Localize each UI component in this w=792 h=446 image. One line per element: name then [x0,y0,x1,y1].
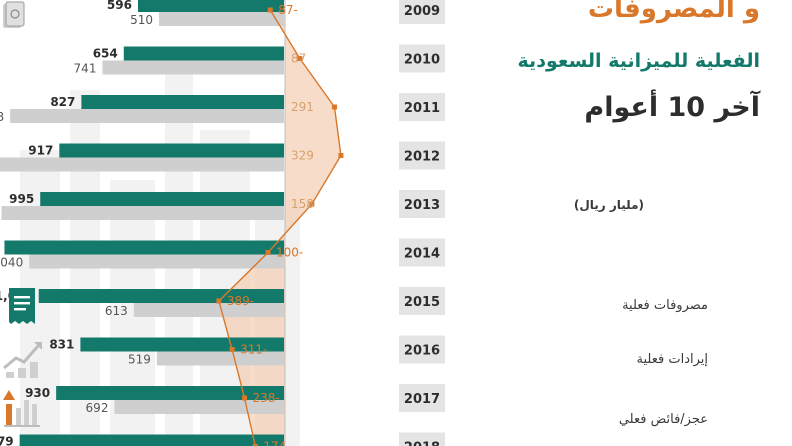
expenses-bar [123,46,285,61]
expenses-bar [56,386,285,400]
year-box [399,432,445,446]
year-label: 2015 [404,295,440,310]
expenses-bar [81,95,284,109]
expenses-bar [40,192,284,206]
balance-value-label: 174- [263,440,290,446]
revenues-value-label: 741 [74,62,97,76]
balance-point [229,347,235,352]
year-label: 2014 [404,247,440,262]
balance-point [309,201,315,207]
title-line-2: الفعلية للميزانية السعودية [517,50,760,72]
balance-point [267,7,273,13]
revenues-value-label: 1,118 [0,110,4,124]
rising-coins-icon [3,342,42,378]
balance-point [331,104,337,110]
revenues-bar [159,12,284,26]
revenues-value-label: 1,040 [0,256,23,270]
year-box [399,335,445,364]
year-box [399,238,445,267]
bar-growth-icon [3,390,40,427]
revenues-value-label: 510 [130,13,153,27]
balance-value-label: 329 [291,149,314,163]
expenses-bar [137,0,284,12]
year-label: 2016 [404,344,440,359]
expenses-value-label: 827 [50,95,75,109]
year-label: 2011 [404,101,440,116]
year-box [399,93,445,121]
balance-value-label: 87- [278,3,298,17]
year-label: 2012 [404,150,440,165]
balance-point [297,56,303,61]
balance-point [216,298,222,304]
expenses-bar [19,434,285,446]
legend-revenues-label: إيرادات فعلية [636,352,708,367]
revenues-bar [156,351,284,366]
year-box [399,384,445,412]
expenses-value-label: 654 [93,47,118,61]
balance-point [242,395,248,401]
legend-balance-label: عجز/فائض فعلي [618,412,708,427]
year-label: 2018 [404,441,440,446]
balance-point [265,250,271,255]
banknotes-icon [3,1,25,28]
revenues-bar [114,400,285,414]
balance-value-label: 238- [253,391,280,405]
revenues-bar [102,60,284,75]
expenses-value-label: 1,079 [0,435,14,446]
expenses-value-label: 995 [9,192,34,206]
expenses-bar [38,289,284,303]
revenues-bar [1,206,284,220]
balance-area [218,10,341,446]
balance-point [338,153,344,158]
revenues-value-label: 692 [86,401,109,415]
expenses-bar [4,240,285,255]
title-line-1: و المصروفات [587,0,760,24]
year-box [399,0,445,24]
balance-line [218,9,342,446]
year-box [399,287,445,315]
balance-point [252,444,258,446]
legend-expenses-label: مصروفات فعلية [622,298,708,313]
balance-value-label: 291 [291,100,314,114]
balance-value-label: 87 [291,52,306,66]
balance-value-label: 100- [276,246,303,260]
expenses-value-label: 917 [28,144,53,158]
receipt-icon [9,288,35,324]
balance-value-label: 158 [291,197,314,211]
revenues-bar [10,109,285,123]
expenses-bar [59,143,285,158]
revenues-bar [29,254,285,269]
title-line-3: آخر 10 أعوام [584,92,760,123]
revenues-bar [0,157,285,172]
year-label: 2009 [404,4,440,19]
balance-value-label: 311- [240,343,267,357]
expenses-value-label: 596 [107,0,132,12]
year-label: 2010 [404,53,440,68]
year-label: 2013 [404,198,440,213]
revenues-value-label: 613 [105,304,128,318]
year-box [399,190,445,218]
year-label: 2017 [404,392,440,407]
revenues-bar [133,303,284,317]
year-box [399,44,445,73]
year-box [399,141,445,170]
expenses-value-label: 831 [49,338,74,352]
expenses-value-label: 930 [25,386,50,400]
revenues-value-label: 519 [128,353,151,367]
balance-value-label: 389- [227,294,254,308]
unit-label: (مليار ريال) [573,198,644,212]
